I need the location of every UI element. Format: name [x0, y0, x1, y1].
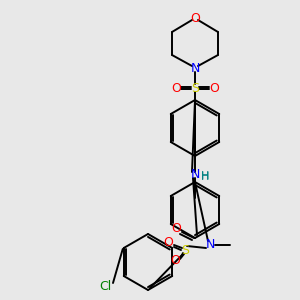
Text: O: O [170, 254, 180, 266]
Text: S: S [181, 244, 189, 256]
Text: N: N [190, 169, 200, 182]
Text: H: H [201, 172, 209, 182]
Text: O: O [163, 236, 173, 250]
Text: H: H [201, 171, 209, 181]
Text: Cl: Cl [99, 280, 111, 292]
Text: O: O [190, 11, 200, 25]
Text: O: O [171, 223, 181, 236]
Text: N: N [205, 238, 215, 251]
Text: O: O [171, 82, 181, 94]
Text: O: O [209, 82, 219, 94]
Text: N: N [190, 61, 200, 74]
Text: S: S [191, 82, 199, 94]
